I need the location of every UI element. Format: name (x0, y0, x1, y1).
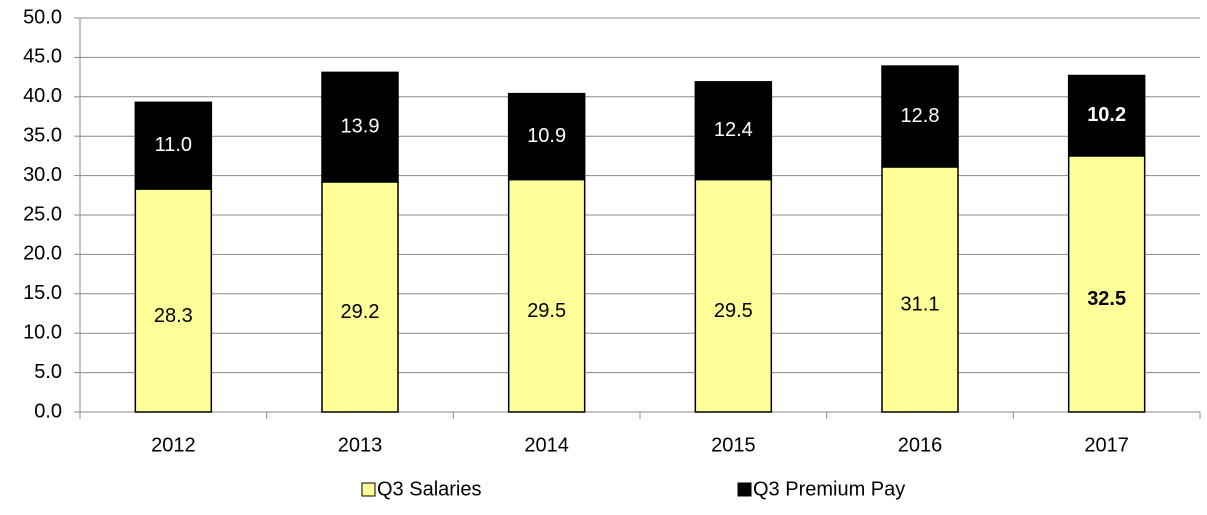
data-label: 29.5 (527, 300, 566, 322)
y-tick-label: 5.0 (34, 361, 62, 383)
y-tick-label: 0.0 (34, 400, 62, 422)
data-label: 28.3 (154, 305, 193, 327)
y-tick-label: 50.0 (23, 6, 62, 28)
data-label: 12.4 (714, 119, 753, 141)
y-tick-label: 40.0 (23, 85, 62, 107)
data-label: 31.1 (901, 294, 940, 316)
data-label: 11.0 (155, 134, 192, 156)
y-tick-label: 20.0 (23, 243, 62, 265)
bar-segment (507, 178, 586, 413)
x-tick-label: 2017 (1084, 434, 1129, 456)
data-label: 29.2 (341, 301, 380, 323)
bar-segment (134, 188, 213, 413)
legend-label: Q3 Salaries (377, 478, 482, 500)
bar-segment (694, 81, 773, 181)
y-tick-label: 10.0 (23, 321, 62, 343)
x-tick-label: 2014 (524, 434, 569, 456)
data-label: 29.5 (714, 300, 753, 322)
y-tick-label: 25.0 (23, 203, 62, 225)
y-tick-label: 35.0 (23, 124, 62, 146)
bar-segment (1067, 155, 1146, 413)
bar-segment (881, 65, 959, 168)
data-label: 13.9 (341, 115, 380, 137)
y-tick-label: 15.0 (23, 282, 62, 304)
x-tick-label: 2012 (151, 434, 196, 456)
bar-segment (1067, 74, 1146, 157)
data-label: 32.5 (1087, 288, 1126, 310)
data-label: 10.2 (1087, 104, 1126, 126)
x-tick-label: 2016 (898, 434, 943, 456)
data-label: 10.9 (527, 125, 566, 147)
bar-segment (321, 71, 399, 183)
legend-swatch (361, 482, 376, 497)
bar-segment (321, 181, 399, 413)
legend-label: Q3 Premium Pay (753, 478, 905, 500)
x-tick-label: 2013 (338, 434, 383, 456)
data-label: 12.8 (901, 105, 940, 127)
bar-segment (694, 178, 773, 413)
bar-segment (881, 166, 959, 413)
x-tick-label: 2015 (711, 434, 756, 456)
y-tick-label: 45.0 (23, 46, 62, 68)
legend-swatch (737, 482, 752, 497)
bar-segment (507, 92, 586, 181)
y-tick-label: 30.0 (23, 164, 62, 186)
bar-segment (134, 101, 213, 190)
